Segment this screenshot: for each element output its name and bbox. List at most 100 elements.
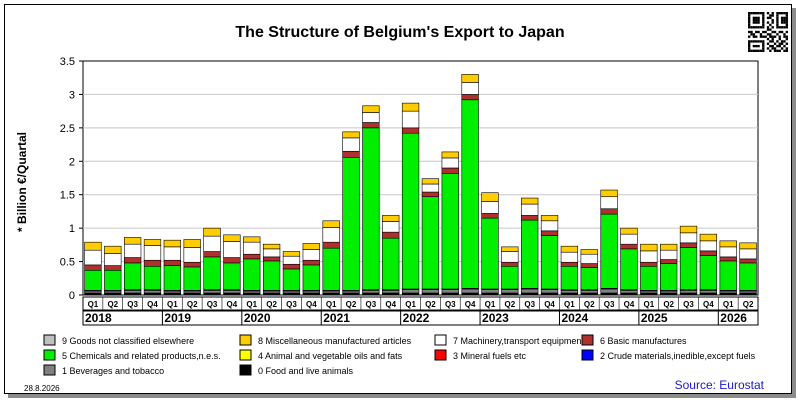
quarter-label: Q3 [207,300,218,309]
bar-segment [143,259,162,267]
bar-segment [183,266,201,291]
legend-label: 5 Chemicals and related products,n.e.s. [62,351,221,361]
bar-segment [262,260,281,291]
bar-segment [679,242,698,248]
y-tick-label: 0 [69,290,75,302]
bar-segment [679,292,698,296]
bar-segment [660,290,678,294]
bar-segment [262,292,281,296]
quarter-label: Q1 [405,300,416,309]
bar-segment [104,292,122,296]
bar-segment [203,290,221,294]
quarter-label: Q3 [366,300,377,309]
bar-segment [620,227,638,235]
legend-label: 7 Machinery,transport equipment [453,336,584,346]
bar-segment [719,290,737,294]
bar-segment [501,261,519,267]
bar-segment [401,292,420,296]
chart-title: The Structure of Belgium's Export to Jap… [235,24,565,41]
bar-segment [501,251,519,263]
quarter-label: Q4 [227,300,238,309]
bar-segment [699,240,718,252]
bar-segment [501,289,519,294]
year-label: 2018 [85,311,112,325]
bar-segment [382,237,400,290]
quarter-label: Q2 [346,300,357,309]
bar-segment [719,292,737,296]
bar-segment [441,289,459,294]
bar-segment [262,248,281,258]
bar-segment [183,292,201,296]
legend-label: 6 Basic manufactures [600,336,687,346]
bar-segment [441,173,459,290]
bar-segment [739,290,757,294]
legend-label: 0 Food and live animals [258,366,354,376]
bar-segment [243,241,261,255]
year-label: 2022 [403,311,430,325]
bar-segment [322,292,340,296]
bar-segment [203,227,221,237]
bar-segment [223,257,241,264]
quarter-label: Q3 [524,300,535,309]
bar-segment [243,290,261,294]
qr-code-graphic [748,12,788,52]
bar-segment [123,290,142,294]
bar-segment [540,235,559,290]
quarter-label: Q3 [127,300,138,309]
bar-segment [719,256,737,262]
bar-segment [163,246,181,261]
bar-segment [481,217,499,290]
bar-segment [719,260,737,291]
quarter-label: Q2 [743,300,754,309]
bar-segment [640,250,658,263]
bar-segment [481,192,499,202]
bar-segment [183,247,201,263]
bar-segment [163,265,181,291]
bar-segment [84,269,102,291]
bar-segment [699,292,718,296]
bar-segment [421,292,440,296]
bar-segment [421,191,440,198]
bar-segment [560,261,579,267]
bar-segment [243,258,261,291]
bar-segment [580,290,598,294]
bar-segment [620,233,638,245]
bar-segment [441,292,459,296]
bar-segment [600,189,618,198]
bar-segment [640,261,658,267]
bar-segment [322,247,340,291]
quarter-label: Q3 [683,300,694,309]
bar-segment [521,197,539,205]
bar-segment [421,183,440,193]
quarter-label: Q4 [465,300,476,309]
bar-segment [660,259,678,264]
bar-segment [104,269,122,291]
bar-segment [481,201,499,214]
quarter-label: Q4 [703,300,714,309]
bar-segment [501,265,519,290]
bar-segment [282,251,301,257]
bar-segment [123,257,142,264]
legend-label: 8 Miscellaneous manufactured articles [258,336,412,346]
bar-segment [143,245,162,261]
bar-segment [342,292,360,296]
bar-segment [84,292,102,296]
source-note: Source: Eurostat [674,378,764,392]
quarter-label: Q1 [326,300,337,309]
bar-segment [600,213,618,289]
bar-segment [739,292,757,296]
bar-segment [540,230,559,236]
bar-segment [362,290,380,294]
year-label: 2026 [720,311,747,325]
bar-segment [143,292,162,296]
legend-swatch [239,334,252,346]
bar-segment [699,290,718,294]
bar-segment [104,265,122,271]
bar-segment [123,243,142,258]
quarter-label: Q1 [564,300,575,309]
bar-segment [540,215,559,222]
bar-segment [183,290,201,294]
bar-segment [580,253,598,264]
quarter-label: Q2 [266,300,277,309]
